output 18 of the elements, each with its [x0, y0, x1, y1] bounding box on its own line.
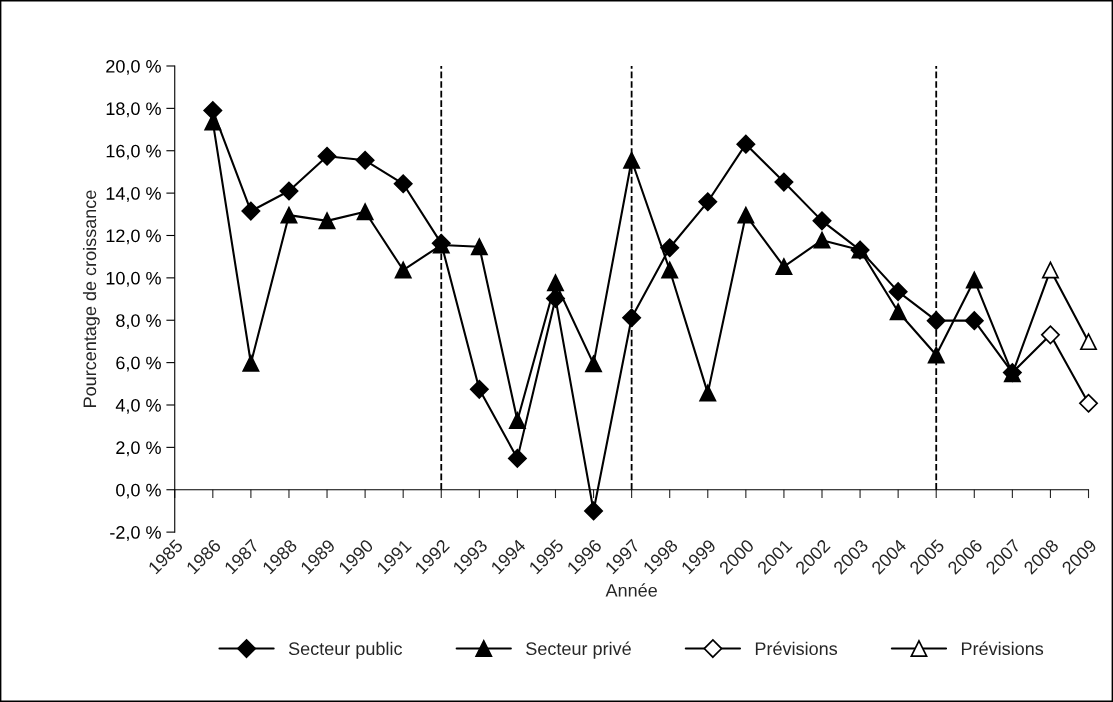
- y-tick-label: 16,0 %: [106, 144, 161, 160]
- y-tick-label: 2,0 %: [116, 441, 161, 457]
- y-tick-label: 8,0 %: [116, 314, 161, 330]
- y-tick-label: 18,0 %: [106, 102, 161, 118]
- x-axis-title: Année: [605, 583, 657, 597]
- legend-label: Prévisions: [961, 641, 1044, 656]
- y-tick-label: 20,0 %: [106, 59, 161, 75]
- y-tick-label: 14,0 %: [106, 187, 161, 202]
- legend-label: Secteur privé: [526, 641, 631, 659]
- y-tick-label: 4,0 %: [115, 398, 161, 414]
- y-tick-label: 12,0 %: [106, 229, 161, 245]
- y-tick-label: -2,0 %: [110, 526, 161, 541]
- y-axis-title: Pourcentage de croissance: [82, 190, 100, 407]
- y-tick-label: 10,0 %: [106, 271, 161, 287]
- y-tick-label: 6,0 %: [116, 356, 161, 372]
- y-tick-label: 0,0 %: [116, 483, 161, 499]
- legend-label: Prévisions: [755, 641, 838, 656]
- legend-label: Secteur public: [288, 641, 403, 659]
